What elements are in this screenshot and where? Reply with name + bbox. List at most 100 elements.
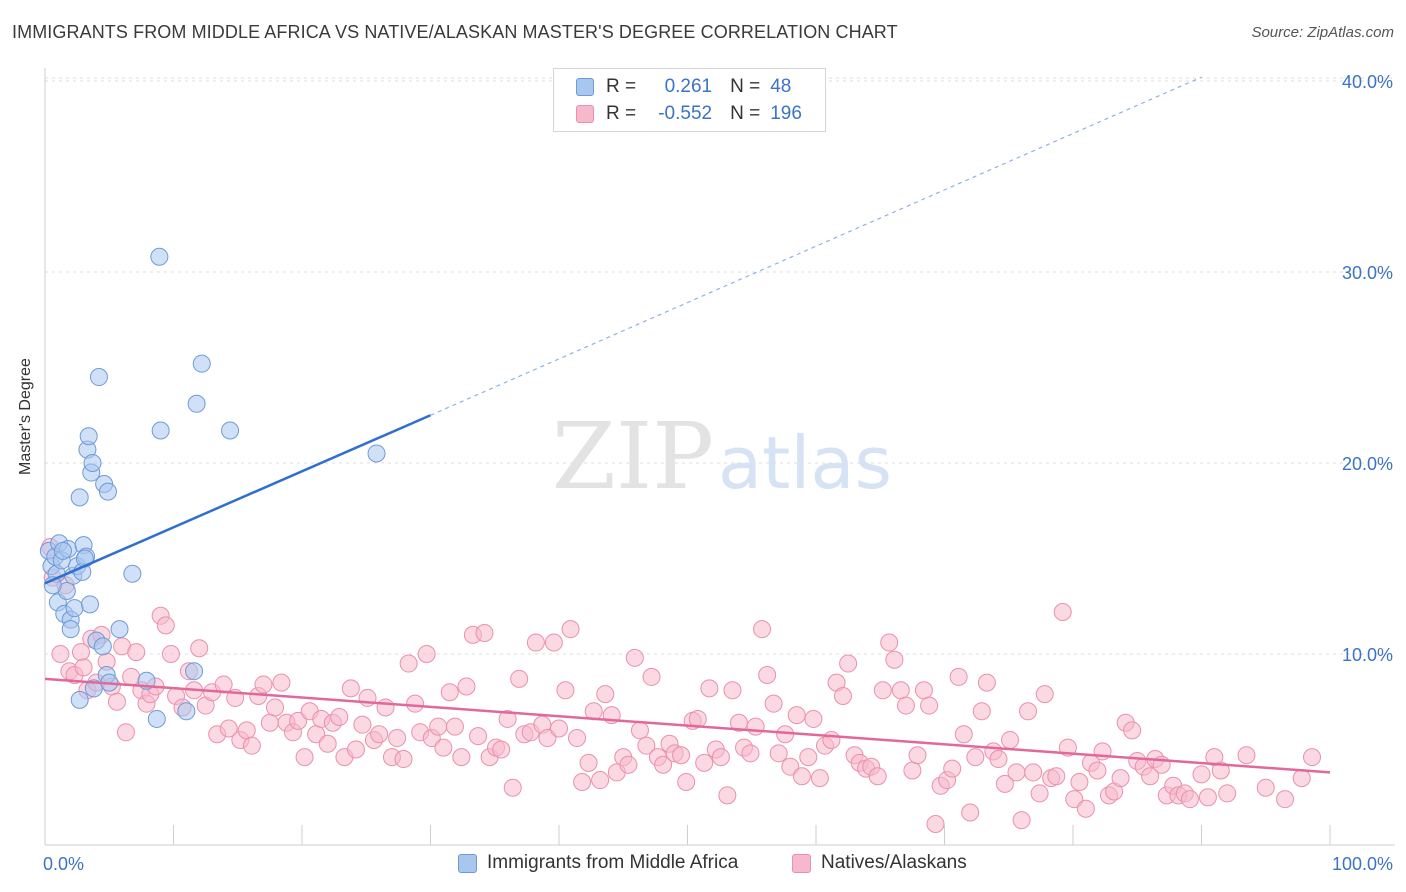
blue-point — [80, 595, 99, 614]
legend-item-natives[interactable]: Natives/Alaskans — [792, 852, 967, 874]
pink-point — [434, 738, 453, 757]
pink-point — [920, 696, 939, 715]
pink-point — [972, 702, 991, 721]
pink-point — [341, 679, 360, 698]
pink-point — [107, 692, 126, 711]
pink-point — [260, 713, 279, 732]
legend-r-value: -0.552 — [658, 103, 713, 124]
pink-point — [242, 736, 261, 755]
pink-point — [995, 774, 1014, 793]
blue-point — [93, 637, 112, 656]
pink-point — [966, 748, 985, 767]
pink-point — [156, 616, 175, 635]
pink-point — [1070, 772, 1089, 791]
chart-title: IMMIGRANTS FROM MIDDLE AFRICA VS NATIVE/… — [12, 22, 898, 42]
y-tick-label: 10.0% — [1342, 645, 1393, 665]
pink-point — [370, 725, 389, 744]
legend-row-blue: R = 0.261 N = 48 — [576, 74, 791, 100]
pink-point — [700, 679, 719, 698]
watermark-atlas: atlas — [718, 421, 892, 505]
pink-point — [914, 681, 933, 700]
series-legend: Immigrants from Middle Africa Natives/Al… — [0, 852, 1406, 878]
pink-point — [1303, 748, 1322, 767]
legend-r-label: R = — [606, 76, 637, 97]
pink-point — [1012, 811, 1031, 830]
pink-point — [949, 667, 968, 686]
pink-point — [833, 687, 852, 706]
pink-point — [896, 696, 915, 715]
pink-point — [885, 650, 904, 669]
pink-point — [295, 748, 314, 767]
pink-point — [346, 740, 365, 759]
pink-point — [1001, 730, 1020, 749]
blue-point — [151, 421, 170, 440]
legend-swatch-pink — [576, 105, 594, 123]
pink-point — [729, 713, 748, 732]
blue-point — [98, 482, 117, 501]
pink-point — [254, 675, 273, 694]
pink-point — [1088, 761, 1107, 780]
pink-point — [753, 620, 772, 639]
pink-point — [799, 748, 818, 767]
pink-point — [723, 681, 742, 700]
pink-point — [908, 746, 927, 765]
blue-point — [123, 564, 142, 583]
blue-point — [110, 620, 129, 639]
pink-point — [1218, 784, 1237, 803]
pink-point — [561, 620, 580, 639]
blue-point — [177, 702, 196, 721]
legend-row-pink: R = -0.552 N = 196 — [576, 101, 802, 127]
pink-point — [711, 748, 730, 767]
pink-point — [406, 694, 425, 713]
blue-point — [79, 427, 98, 446]
pink-point — [1237, 746, 1256, 765]
series-immigrants-middle-africa — [39, 247, 386, 728]
pink-point — [810, 769, 829, 788]
pink-point — [596, 685, 615, 704]
pink-point — [1256, 778, 1275, 797]
pink-point — [1276, 790, 1295, 809]
blue-point — [367, 444, 386, 463]
pink-point — [1192, 765, 1211, 784]
pink-point — [74, 658, 93, 677]
pink-point — [1198, 788, 1217, 807]
pink-point — [630, 721, 649, 740]
legend-label-immigrants: Immigrants from Middle Africa — [487, 852, 739, 873]
blue-point — [65, 599, 84, 618]
legend-n-value: 196 — [770, 103, 802, 124]
legend-label-natives: Natives/Alaskans — [821, 852, 967, 873]
pink-point — [1292, 769, 1311, 788]
pink-point — [51, 645, 70, 663]
pink-point — [503, 778, 522, 797]
pink-point — [538, 729, 557, 748]
pink-point — [758, 666, 777, 685]
pink-point — [880, 633, 899, 652]
pink-point — [1076, 799, 1095, 818]
pink-point — [469, 727, 488, 746]
pink-point — [440, 683, 459, 702]
pink-point — [452, 748, 471, 767]
pink-point — [1007, 763, 1026, 782]
pink-point — [272, 673, 291, 692]
pink-point — [1141, 767, 1160, 786]
pink-point — [672, 746, 691, 765]
pink-point — [353, 715, 372, 734]
correlation-legend: R = 0.261 N = 48 R = -0.552 N = 196 — [553, 68, 826, 132]
pink-point — [399, 654, 418, 673]
pink-point — [591, 771, 610, 790]
series-natives-alaskans — [41, 538, 1322, 833]
pink-point — [839, 654, 858, 673]
blue-point — [150, 247, 169, 266]
pink-point — [1019, 702, 1038, 721]
pink-point — [1047, 767, 1066, 786]
pink-point — [1123, 721, 1142, 740]
pink-point — [764, 694, 783, 713]
pink-point — [219, 719, 238, 738]
pink-point — [445, 717, 464, 736]
legend-item-immigrants[interactable]: Immigrants from Middle Africa — [458, 852, 738, 874]
y-tick-label: 20.0% — [1342, 454, 1393, 474]
blue-point — [70, 488, 89, 507]
pink-point — [718, 786, 737, 805]
pink-point — [926, 814, 945, 833]
pink-point — [822, 730, 841, 749]
